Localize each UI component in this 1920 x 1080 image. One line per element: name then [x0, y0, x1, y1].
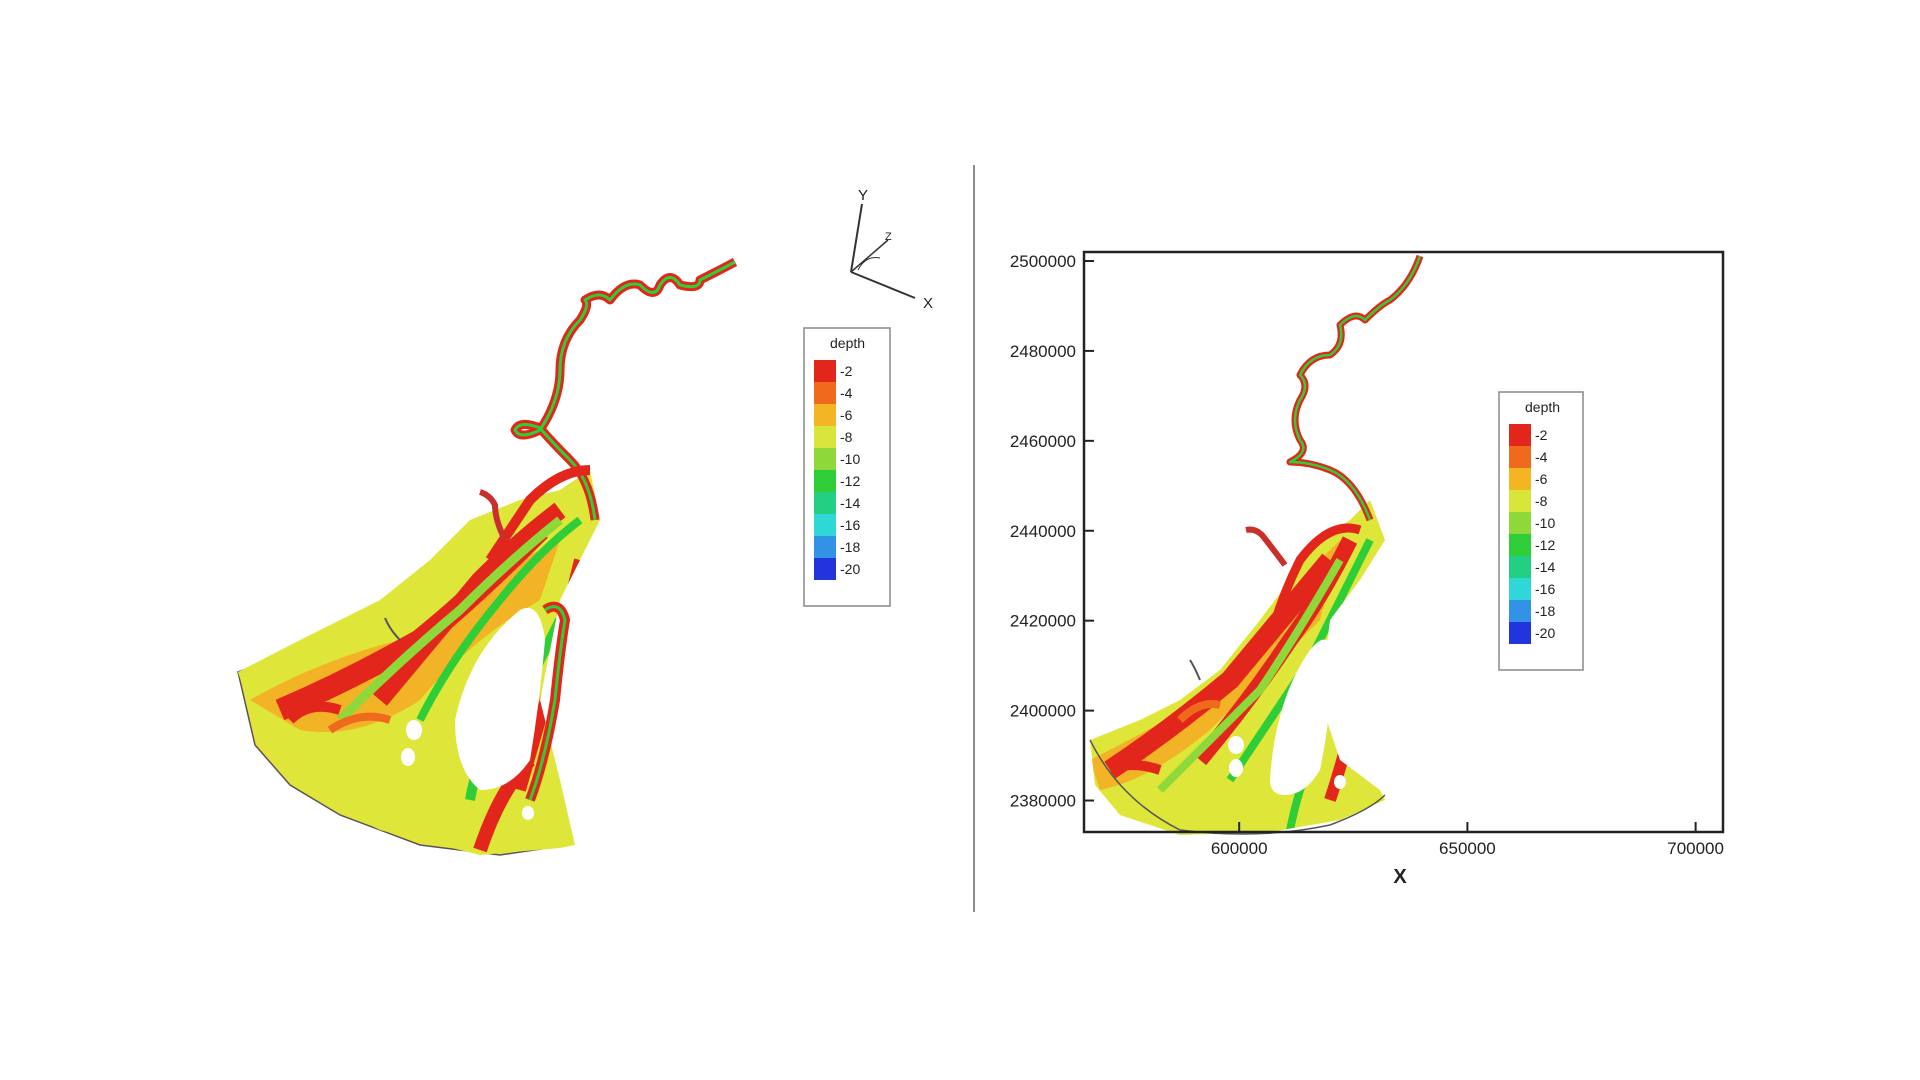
right-legend-label-6: -12: [1535, 537, 1555, 553]
right-legend-swatch-7: [1509, 556, 1531, 578]
left-legend-label-4: -8: [840, 429, 853, 445]
right-main-river: [1286, 254, 1424, 522]
left-legend-swatch-1: [814, 360, 836, 382]
right-legend-swatch-2: [1509, 446, 1531, 468]
left-legend-label-7: -14: [840, 495, 860, 511]
left-island-main: [455, 608, 545, 790]
left-depth-map: [237, 258, 738, 856]
left-legend-label-5: -10: [840, 451, 860, 467]
right-island-small-2: [1229, 759, 1243, 777]
right-island-main: [1270, 639, 1335, 795]
left-legend-title: depth: [830, 335, 865, 351]
right-legend-label-2: -4: [1535, 449, 1548, 465]
x-axis-label: X: [1393, 866, 1407, 888]
y-axis-ticks: 2380000 2400000 2420000 2440000 2460000 24800…: [1010, 252, 1094, 811]
left-legend-swatch-3: [814, 404, 836, 426]
left-island-small-3: [522, 806, 534, 820]
left-legend: depth -2 -4 -6 -8 -10 -12 -14 -16 -18 -20: [803, 327, 891, 607]
left-legend-label-10: -20: [840, 561, 860, 577]
left-legend-swatch-10: [814, 558, 836, 580]
left-legend-swatch-6: [814, 470, 836, 492]
right-legend-label-3: -6: [1535, 471, 1548, 487]
right-legend-swatch-4: [1509, 490, 1531, 512]
right-estuary-body: [1090, 500, 1385, 835]
y-tick-label-5: 2460000: [1010, 432, 1076, 451]
left-creek: [384, 617, 401, 641]
right-island-small-1: [1228, 736, 1244, 754]
y-tick-label-3: 2420000: [1010, 612, 1076, 631]
right-creek: [1189, 659, 1201, 681]
right-legend-label-1: -2: [1535, 427, 1548, 443]
left-legend-label-9: -18: [840, 539, 860, 555]
triad-y-axis: [850, 203, 863, 273]
right-legend-swatch-8: [1509, 578, 1531, 600]
triad-x-axis: [850, 271, 916, 299]
left-legend-swatch-2: [814, 382, 836, 404]
right-river-fork: [1265, 523, 1362, 642]
right-tributary: [1245, 526, 1288, 567]
right-offshore-fan: [1089, 739, 1386, 835]
left-river-fork: [485, 465, 591, 563]
triad-x-label: X: [923, 295, 933, 312]
x-axis-ticks: 600000 650000 700000: [1211, 822, 1724, 858]
right-legend-label-9: -18: [1535, 603, 1555, 619]
left-legend-label-2: -4: [840, 385, 853, 401]
left-legend-swatch-8: [814, 514, 836, 536]
left-legend-swatch-4: [814, 426, 836, 448]
y-tick-label-4: 2440000: [1010, 522, 1076, 541]
right-plot: [1089, 254, 1424, 835]
left-legend-label-6: -12: [840, 473, 860, 489]
x-tick-label-2: 650000: [1439, 839, 1496, 858]
right-legend-label-8: -16: [1535, 581, 1555, 597]
left-legend-label-3: -6: [840, 407, 853, 423]
y-tick-label-1: 2380000: [1010, 792, 1076, 811]
right-legend-title: depth: [1525, 399, 1560, 415]
x-tick-label-3: 700000: [1667, 839, 1724, 858]
left-legend-swatch-5: [814, 448, 836, 470]
left-estuary-body: [238, 470, 600, 855]
y-tick-label-7: 2500000: [1010, 252, 1076, 271]
left-tributary: [479, 489, 508, 542]
left-legend-swatch-9: [814, 536, 836, 558]
triad-z-label: Z: [885, 231, 892, 243]
right-legend-swatch-5: [1509, 512, 1531, 534]
right-legend-swatch-10: [1509, 622, 1531, 644]
right-legend-swatch-9: [1509, 600, 1531, 622]
left-island-small-2: [401, 748, 415, 766]
triad-y-label: Y: [858, 187, 868, 204]
right-legend-label-10: -20: [1535, 625, 1555, 641]
right-legend-label-7: -14: [1535, 559, 1555, 575]
right-legend-swatch-6: [1509, 534, 1531, 556]
right-legend-label-4: -8: [1535, 493, 1548, 509]
right-plot-axes: 600000 650000 700000 2380000 2400000 2420000…: [1010, 250, 1725, 888]
triad-z-axis: [850, 239, 889, 273]
y-tick-label-6: 2480000: [1010, 342, 1076, 361]
right-legend-swatch-3: [1509, 468, 1531, 490]
right-legend-label-5: -10: [1535, 515, 1555, 531]
left-island-small-1: [406, 720, 422, 740]
plot-frame: [1082, 250, 1725, 834]
left-legend-label-8: -16: [840, 517, 860, 533]
right-island-small-3: [1334, 775, 1346, 789]
x-tick-label-1: 600000: [1211, 839, 1268, 858]
right-legend-swatch-1: [1509, 424, 1531, 446]
left-legend-swatch-7: [814, 492, 836, 514]
right-legend: depth -2 -4 -6 -8 -10 -12 -14 -16 -18 -20: [1498, 391, 1584, 671]
left-legend-label-1: -2: [840, 363, 853, 379]
axes-triad: Y X Z: [850, 187, 933, 312]
y-tick-label-2: 2400000: [1010, 702, 1076, 721]
